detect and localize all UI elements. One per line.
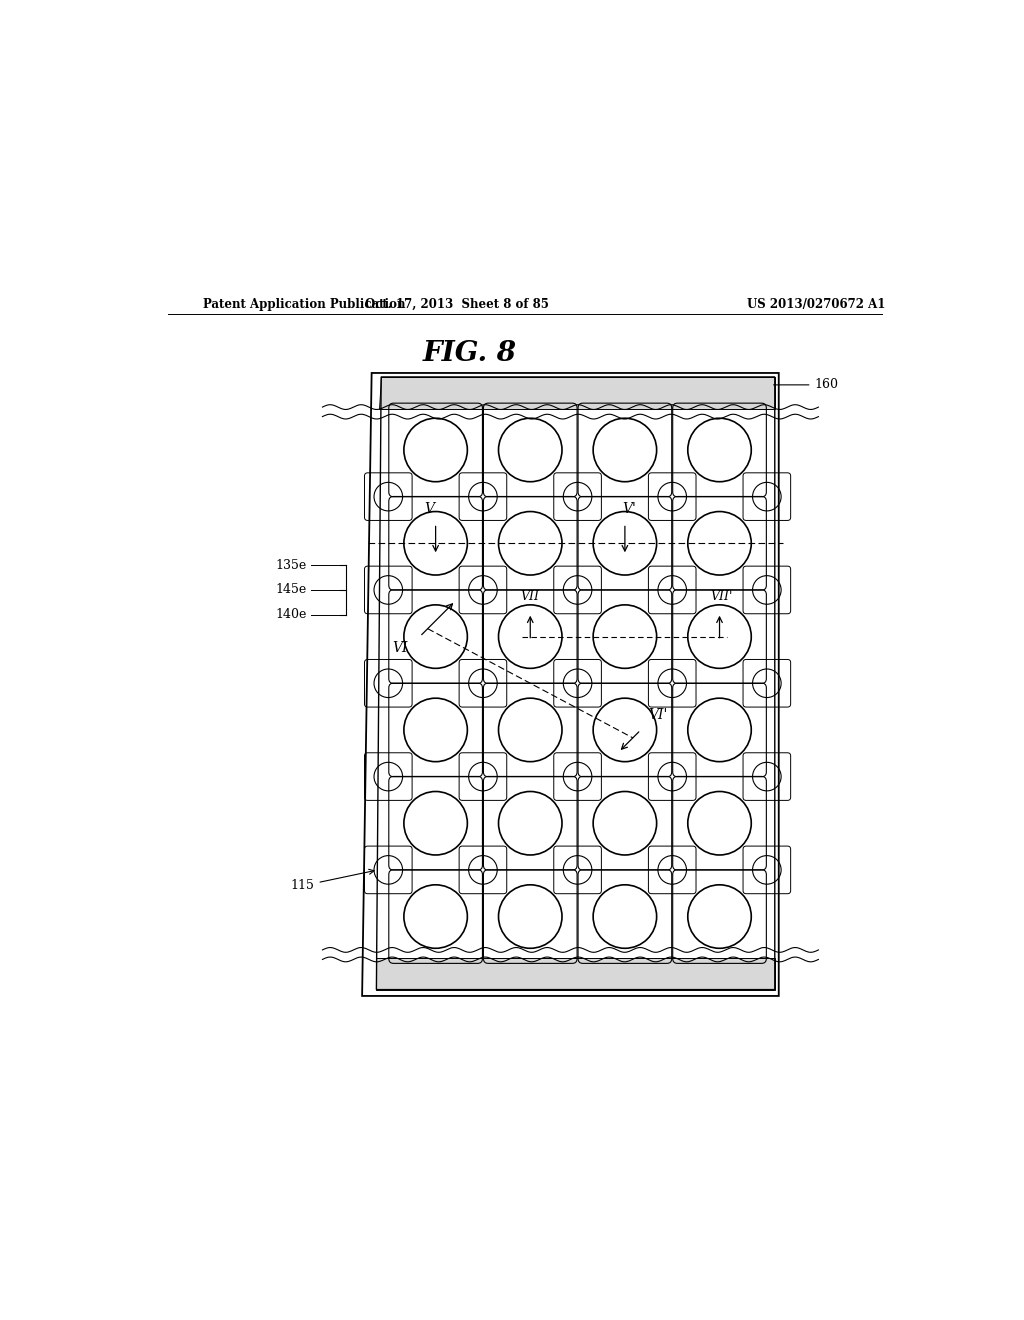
Text: 135e: 135e xyxy=(275,558,306,572)
Text: 115: 115 xyxy=(291,870,374,892)
Text: US 2013/0270672 A1: US 2013/0270672 A1 xyxy=(748,298,886,312)
Text: VII: VII xyxy=(521,590,540,603)
Text: 140e: 140e xyxy=(275,609,306,620)
Text: Patent Application Publication: Patent Application Publication xyxy=(204,298,406,312)
Text: V': V' xyxy=(622,502,636,516)
Text: VII': VII' xyxy=(710,590,732,603)
Text: V: V xyxy=(424,502,434,516)
Text: FIG. 8: FIG. 8 xyxy=(422,339,516,367)
Text: VI': VI' xyxy=(648,708,668,722)
Polygon shape xyxy=(377,958,775,990)
Polygon shape xyxy=(379,378,775,409)
Text: 145e: 145e xyxy=(275,583,306,597)
Text: Oct. 17, 2013  Sheet 8 of 85: Oct. 17, 2013 Sheet 8 of 85 xyxy=(366,298,549,312)
Text: VI: VI xyxy=(392,640,408,655)
Text: 160: 160 xyxy=(773,379,839,391)
